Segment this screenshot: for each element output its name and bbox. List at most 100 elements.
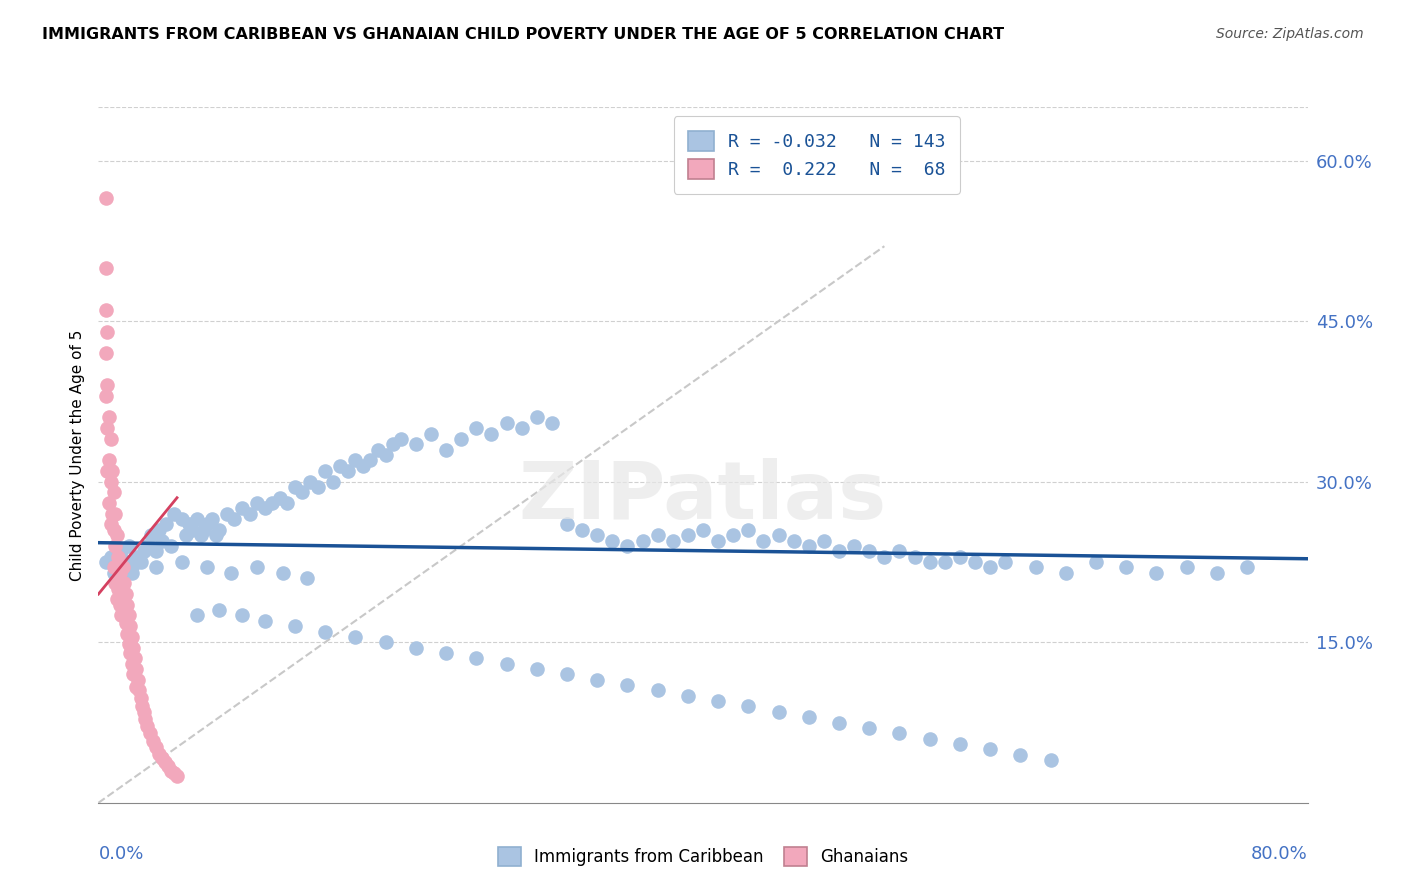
Point	[181, 523, 204, 537]
Point	[994, 555, 1017, 569]
Point	[124, 651, 146, 665]
Point	[284, 619, 307, 633]
Point	[96, 325, 118, 339]
Point	[205, 528, 228, 542]
Point	[111, 592, 134, 607]
Point	[107, 582, 129, 596]
Point	[100, 475, 122, 489]
Point	[141, 528, 163, 542]
Point	[797, 539, 820, 553]
Point	[828, 715, 851, 730]
Point	[813, 533, 835, 548]
Point	[96, 378, 118, 392]
Point	[904, 549, 927, 564]
Point	[122, 667, 145, 681]
Point	[405, 640, 427, 655]
Point	[100, 432, 122, 446]
Point	[125, 549, 148, 564]
Point	[118, 637, 141, 651]
Point	[284, 480, 307, 494]
Point	[121, 566, 143, 580]
Point	[737, 699, 759, 714]
Point	[107, 549, 129, 564]
Point	[889, 726, 911, 740]
Point	[110, 582, 132, 596]
Point	[336, 464, 359, 478]
Point	[1144, 566, 1167, 580]
Point	[122, 640, 145, 655]
Point	[105, 528, 128, 542]
Point	[1206, 566, 1229, 580]
Point	[949, 549, 972, 564]
Point	[128, 683, 150, 698]
Point	[127, 673, 149, 687]
Point	[1085, 555, 1108, 569]
Point	[110, 544, 132, 558]
Point	[934, 555, 956, 569]
Point	[153, 755, 176, 769]
Point	[253, 501, 276, 516]
Point	[103, 566, 125, 580]
Point	[110, 608, 132, 623]
Point	[195, 517, 218, 532]
Point	[94, 303, 117, 318]
Point	[434, 442, 457, 457]
Text: 0.0%: 0.0%	[98, 845, 143, 863]
Point	[121, 657, 143, 671]
Point	[145, 740, 167, 755]
Point	[104, 507, 127, 521]
Point	[135, 719, 157, 733]
Point	[828, 544, 851, 558]
Text: 80.0%: 80.0%	[1251, 845, 1308, 863]
Point	[269, 491, 291, 505]
Point	[873, 549, 896, 564]
Point	[692, 523, 714, 537]
Point	[145, 544, 167, 558]
Point	[139, 726, 162, 740]
Point	[360, 453, 382, 467]
Point	[208, 523, 231, 537]
Point	[96, 464, 118, 478]
Point	[858, 544, 880, 558]
Point	[555, 517, 578, 532]
Point	[949, 737, 972, 751]
Point	[163, 507, 186, 521]
Point	[103, 523, 125, 537]
Point	[344, 630, 367, 644]
Text: IMMIGRANTS FROM CARIBBEAN VS GHANAIAN CHILD POVERTY UNDER THE AGE OF 5 CORRELATI: IMMIGRANTS FROM CARIBBEAN VS GHANAIAN CH…	[42, 27, 1004, 42]
Point	[120, 619, 142, 633]
Point	[120, 646, 142, 660]
Point	[134, 712, 156, 726]
Point	[481, 426, 503, 441]
Point	[1236, 560, 1258, 574]
Point	[190, 528, 212, 542]
Point	[170, 555, 193, 569]
Point	[374, 635, 396, 649]
Point	[262, 496, 284, 510]
Point	[495, 416, 517, 430]
Point	[112, 605, 135, 619]
Point	[94, 389, 117, 403]
Point	[170, 512, 193, 526]
Point	[616, 539, 638, 553]
Point	[98, 496, 121, 510]
Point	[918, 731, 941, 746]
Point	[276, 496, 298, 510]
Point	[979, 560, 1001, 574]
Point	[344, 453, 367, 467]
Point	[105, 592, 128, 607]
Legend: R = -0.032   N = 143, R =  0.222   N =  68: R = -0.032 N = 143, R = 0.222 N = 68	[673, 116, 960, 194]
Point	[510, 421, 533, 435]
Point	[94, 346, 117, 360]
Point	[616, 678, 638, 692]
Point	[100, 517, 122, 532]
Point	[782, 533, 804, 548]
Point	[186, 512, 208, 526]
Point	[586, 528, 609, 542]
Point	[114, 587, 136, 601]
Point	[965, 555, 987, 569]
Point	[661, 533, 683, 548]
Point	[1054, 566, 1077, 580]
Point	[155, 517, 177, 532]
Point	[129, 555, 152, 569]
